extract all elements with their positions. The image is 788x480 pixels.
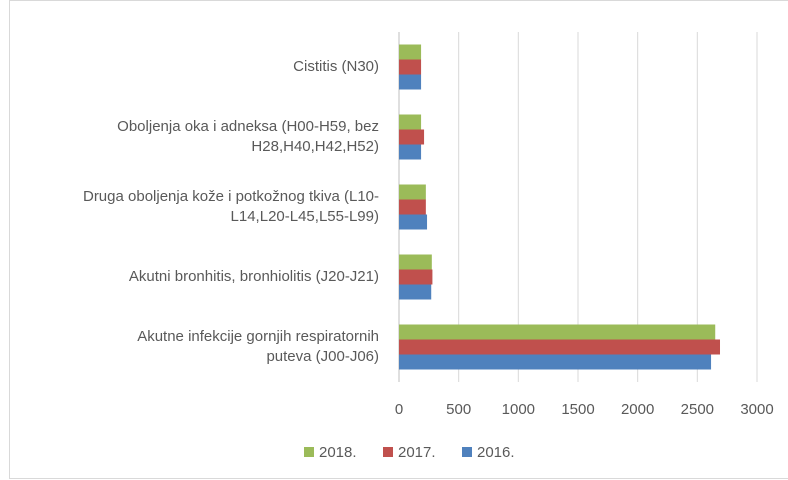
bar — [399, 324, 716, 340]
category-label: Akutne infekcije gornjih respiratornih p… — [137, 328, 379, 365]
bar — [399, 254, 432, 270]
category-label: Cistitis (N30) — [293, 58, 379, 75]
legend-label: 2018. — [319, 444, 357, 461]
legend-label: 2016. — [477, 444, 515, 461]
legend-swatch — [304, 447, 314, 457]
category-label: Druga oboljenja kože i potkožnog tkiva (… — [82, 188, 379, 225]
bar — [399, 184, 426, 200]
bar — [399, 129, 425, 145]
bar — [399, 59, 422, 75]
x-tick-label: 2000 — [621, 401, 654, 418]
x-tick-label: 3000 — [740, 401, 773, 418]
bar — [399, 144, 422, 160]
x-tick-label: 0 — [395, 401, 403, 418]
x-tick-label: 2500 — [681, 401, 714, 418]
x-tick-label: 1000 — [502, 401, 535, 418]
bar — [399, 199, 426, 215]
bar — [399, 74, 422, 90]
bar — [399, 339, 721, 355]
chart-border — [9, 0, 788, 479]
legend-swatch — [383, 447, 393, 457]
bar — [399, 269, 433, 285]
legend-swatch — [462, 447, 472, 457]
bar — [399, 354, 712, 370]
category-label: Oboljenja oka i adneksa (H00-H59, bez H2… — [117, 118, 379, 155]
x-tick-label: 500 — [446, 401, 471, 418]
bar — [399, 214, 428, 230]
x-tick-label: 1500 — [561, 401, 594, 418]
category-label: Akutni bronhitis, bronhiolitis (J20-J21) — [128, 268, 379, 285]
bar — [399, 114, 422, 130]
bar — [399, 44, 422, 60]
legend-label: 2017. — [398, 444, 436, 461]
bar — [399, 284, 432, 300]
